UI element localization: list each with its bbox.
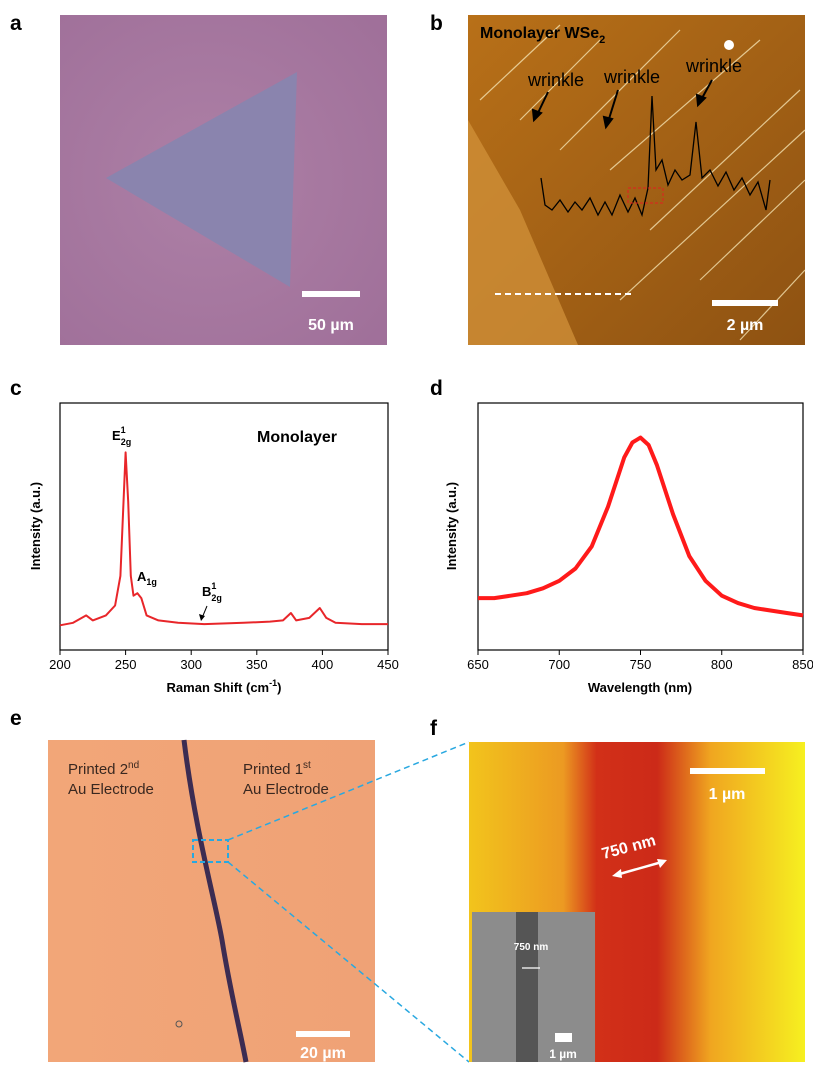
sem-gap — [516, 912, 538, 1062]
electrode-label: Au Electrode — [68, 781, 154, 798]
scale-label: 1 µm — [709, 786, 746, 803]
particle — [724, 40, 734, 50]
x-tick-label: 700 — [548, 657, 570, 672]
x-tick-label: 400 — [312, 657, 334, 672]
scale-label: 2 µm — [727, 317, 764, 334]
x-tick-label: 450 — [377, 657, 399, 672]
electrode-label: Au Electrode — [243, 781, 329, 798]
x-tick-label: 800 — [711, 657, 733, 672]
annotation: wrinkle — [685, 56, 742, 76]
scale-bar — [555, 1033, 572, 1042]
annotation: wrinkle — [603, 67, 660, 87]
y-axis-title: Intensity (a.u.) — [444, 482, 459, 570]
panel-label: b — [430, 12, 443, 35]
panel-label: c — [10, 377, 22, 400]
scale-bar — [302, 291, 360, 297]
x-tick-label: 750 — [630, 657, 652, 672]
annotation: wrinkle — [527, 70, 584, 90]
panel-label: e — [10, 707, 22, 730]
scale-label: 1 µm — [549, 1047, 577, 1061]
x-tick-label: 250 — [115, 657, 137, 672]
panel-label: d — [430, 377, 443, 400]
x-tick-label: 350 — [246, 657, 268, 672]
electrode-label: Printed 1st — [243, 760, 311, 778]
page: {"panels": { "a": {"label": "a", "scale_… — [0, 0, 813, 1076]
scale-bar — [712, 300, 778, 306]
scale-bar — [296, 1031, 350, 1037]
scale-label: 20 µm — [300, 1045, 346, 1062]
width-label: 750 nm — [514, 942, 549, 953]
figure: a b c d e f 50 µm Monolayer WSe2 wrinkle… — [0, 0, 813, 1076]
x-tick-label: 300 — [180, 657, 202, 672]
spectrum-line — [60, 452, 388, 625]
scale-bar — [690, 768, 765, 774]
x-tick-label: 200 — [49, 657, 71, 672]
chart-title: Monolayer — [257, 429, 337, 446]
x-tick-label: 850 — [792, 657, 813, 672]
scale-label: 50 µm — [308, 317, 354, 334]
peak-arrow — [199, 614, 205, 621]
panel-label: a — [10, 12, 22, 35]
spectrum-line — [478, 438, 803, 616]
x-axis-title: Raman Shift (cm-1) — [167, 678, 282, 695]
y-axis-title: Intensity (a.u.) — [28, 482, 43, 570]
x-tick-label: 650 — [467, 657, 489, 672]
peak-label: A1g — [137, 569, 157, 587]
x-axis-title: Wavelength (nm) — [588, 680, 692, 695]
panel-label: f — [430, 717, 438, 740]
